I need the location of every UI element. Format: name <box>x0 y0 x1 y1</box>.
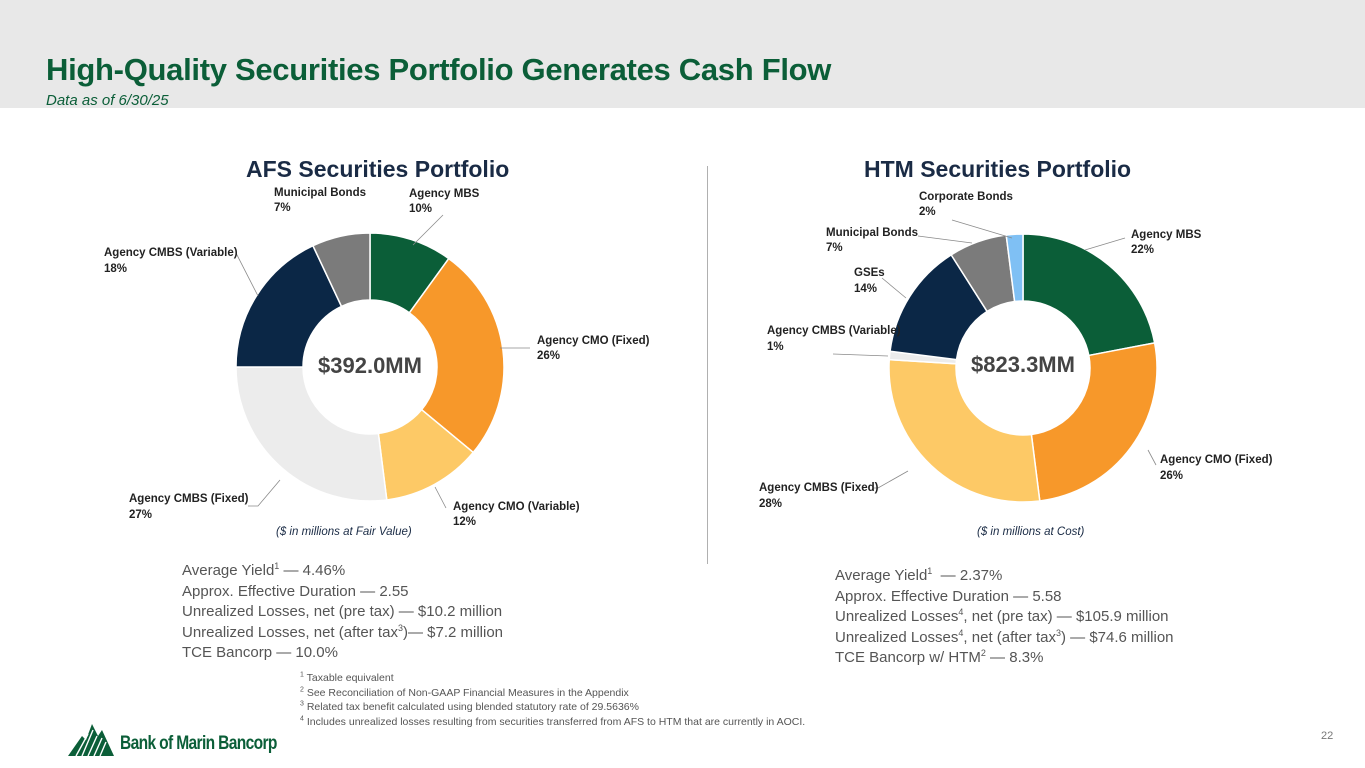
afs-center-total: $392.0MM <box>318 353 422 378</box>
panel-divider <box>707 166 708 564</box>
htm-duration: Approx. Effective Duration — 5.58 <box>835 587 1062 605</box>
afs-label-cmo-fixed: Agency CMO (Fixed) <box>537 335 650 347</box>
afs-yield: Average Yield1 — 4.46% <box>182 561 346 580</box>
afs-value-municipal: 7% <box>274 202 291 214</box>
htm-slice-agency-cmbs-fixed <box>888 358 1041 503</box>
footnote-2: 2 See Reconciliation of Non-GAAP Financi… <box>300 686 629 699</box>
afs-metrics: Average Yield1 — 4.46% Approx. Effective… <box>182 561 503 664</box>
htm-value-municipal: 7% <box>826 242 843 254</box>
afs-label-agency-mbs: Agency MBS <box>409 188 480 200</box>
htm-value-cmo-fixed: 26% <box>1160 470 1183 482</box>
afs-value-cmbs-fixed: 27% <box>129 509 152 521</box>
htm-value-corporate: 2% <box>919 206 936 218</box>
htm-chart-title: HTM Securities Portfolio <box>864 156 1132 182</box>
htm-slice-corporate-bonds <box>1005 233 1024 303</box>
htm-value-cmbs-variable: 1% <box>767 341 784 353</box>
afs-slice-municipal-bonds <box>311 232 371 308</box>
afs-value-cmbs-variable: 18% <box>104 263 127 275</box>
htm-label-cmbs-variable: Agency CMBS (Variable) <box>767 325 901 337</box>
page-number: 22 <box>1321 730 1334 742</box>
page-subtitle: Data as of 6/30/25 <box>46 92 169 109</box>
htm-value-agency-mbs: 22% <box>1131 244 1154 256</box>
afs-value-cmo-fixed: 26% <box>537 350 560 362</box>
htm-label-corporate: Corporate Bonds <box>919 191 1013 203</box>
afs-value-cmo-variable: 12% <box>453 516 476 528</box>
htm-label-municipal: Municipal Bonds <box>826 227 918 239</box>
htm-label-agency-mbs: Agency MBS <box>1131 229 1202 241</box>
afs-label-cmbs-variable: Agency CMBS (Variable) <box>104 247 238 259</box>
htm-unrealized-pre-tax: Unrealized Losses4, net (pre tax) — $105… <box>835 607 1169 626</box>
htm-unrealized-after-tax: Unrealized Losses4, net (after tax3) — $… <box>835 627 1174 646</box>
htm-value-gses: 14% <box>854 283 877 295</box>
afs-caption: ($ in millions at Fair Value) <box>276 526 412 538</box>
htm-label-gses: GSEs <box>854 267 885 279</box>
footnotes: 1 Taxable equivalent 2 See Reconciliatio… <box>300 671 805 729</box>
page-title: High-Quality Securities Portfolio Genera… <box>46 52 832 87</box>
htm-center-total: $823.3MM <box>971 352 1075 377</box>
afs-tce: TCE Bancorp — 10.0% <box>182 644 338 661</box>
htm-yield: Average Yield1 — 2.37% <box>835 566 1003 585</box>
afs-slice-agency-cmbs-fixed <box>235 366 388 502</box>
afs-unrealized-pre-tax: Unrealized Losses, net (pre tax) — $10.2… <box>182 603 503 620</box>
footnote-3: 3 Related tax benefit calculated using b… <box>300 700 639 714</box>
afs-leader-lines <box>235 214 530 509</box>
htm-slice-agency-mbs <box>1022 233 1156 357</box>
header-band <box>0 0 1365 108</box>
htm-caption: ($ in millions at Cost) <box>977 526 1085 538</box>
tree-logo-icon <box>68 724 114 757</box>
footnote-4: 4 Includes unrealized losses resulting f… <box>300 715 806 728</box>
htm-tce: TCE Bancorp w/ HTM2 — 8.3% <box>835 648 1044 667</box>
htm-slice-agency-cmo-fixed <box>1030 342 1158 502</box>
htm-value-cmbs-fixed: 28% <box>759 498 782 510</box>
logo-text: Bank of Marin Bancorp <box>120 733 277 754</box>
afs-label-cmbs-fixed: Agency CMBS (Fixed) <box>129 493 249 505</box>
company-logo: Bank of Marin Bancorp <box>68 720 288 760</box>
htm-label-cmo-fixed: Agency CMO (Fixed) <box>1160 454 1273 466</box>
afs-label-cmo-variable: Agency CMO (Variable) <box>453 501 580 513</box>
htm-donut <box>888 233 1158 503</box>
htm-label-cmbs-fixed: Agency CMBS (Fixed) <box>759 482 879 494</box>
afs-donut <box>235 232 505 502</box>
htm-leader-lines <box>832 219 1157 489</box>
afs-label-municipal: Municipal Bonds <box>274 187 366 199</box>
afs-slice-agency-cmo-fixed <box>408 257 505 454</box>
afs-unrealized-after-tax: Unrealized Losses, net (after tax3)— $7.… <box>182 622 504 641</box>
htm-metrics: Average Yield1 — 2.37% Approx. Effective… <box>835 566 1174 669</box>
afs-chart-title: AFS Securities Portfolio <box>246 156 510 182</box>
afs-value-agency-mbs: 10% <box>409 203 432 215</box>
footnote-1: 1 Taxable equivalent <box>300 671 394 685</box>
afs-duration: Approx. Effective Duration — 2.55 <box>182 582 409 600</box>
